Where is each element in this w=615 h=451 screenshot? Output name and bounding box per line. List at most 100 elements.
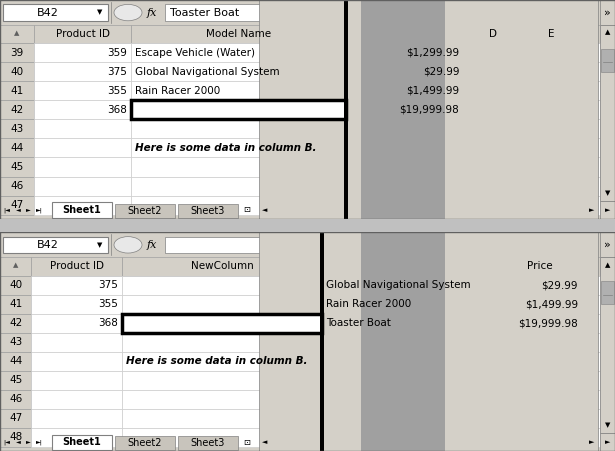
Text: 368: 368 [108,105,127,115]
Bar [0,371,31,390]
Text: 359: 359 [108,48,127,58]
Text: Sheet2: Sheet2 [128,206,162,216]
Bar [497,313,582,333]
Text: 44: 44 [9,356,22,366]
FancyBboxPatch shape [52,435,112,450]
Bar [0,232,615,258]
Bar [463,120,522,138]
Bar [122,390,322,409]
Text: 375: 375 [108,67,127,77]
Bar [581,138,600,157]
Text: $19,999.98: $19,999.98 [400,105,459,115]
Text: |◄: |◄ [3,207,10,212]
Bar [346,62,463,81]
Bar [497,390,582,409]
Bar [322,390,497,409]
Text: B42: B42 [37,8,59,18]
Text: ▲: ▲ [605,29,610,36]
Bar [582,409,600,428]
Text: ◄: ◄ [263,207,268,213]
Text: Sheet1: Sheet1 [63,205,101,215]
Text: ◄: ◄ [16,440,21,445]
Text: Global Navigational System: Global Navigational System [326,280,470,290]
Bar [34,176,132,196]
Bar [497,333,582,352]
Bar [259,14,598,451]
Bar [259,0,598,451]
Text: 41: 41 [9,299,22,309]
Bar [132,43,346,62]
Text: »: » [604,240,611,250]
Bar [582,333,600,352]
Bar [582,258,600,276]
Bar [463,157,522,176]
Text: Global Navigational System: Global Navigational System [135,67,280,77]
Text: ◄: ◄ [263,439,268,445]
Bar [497,371,582,390]
Bar [600,232,615,258]
Bar [132,101,346,120]
Bar [0,25,34,43]
Bar [0,138,34,157]
Bar [581,43,600,62]
Bar [601,281,614,304]
Bar [322,258,497,276]
Bar [0,276,31,295]
Bar [600,433,615,451]
Bar [0,258,31,276]
Bar [582,352,600,371]
Bar [0,352,31,371]
Bar [34,138,132,157]
Text: ►|: ►| [36,207,43,212]
Bar [346,101,463,120]
Text: Here is some data in column B.: Here is some data in column B. [135,143,317,153]
Bar [581,81,600,101]
Bar [582,276,600,295]
Bar [34,196,132,215]
Bar [0,333,31,352]
Bar [463,196,522,215]
Text: Rain Racer 2000: Rain Racer 2000 [135,86,221,96]
Text: B42: B42 [37,240,59,250]
Text: D: D [489,29,497,39]
Bar [31,258,122,276]
Bar [463,81,522,101]
Text: ▼: ▼ [605,423,610,428]
Text: ▲: ▲ [13,262,18,269]
Bar [581,101,600,120]
Text: ⊡: ⊡ [243,437,250,446]
Bar [31,352,122,371]
Bar [31,276,122,295]
FancyBboxPatch shape [52,202,112,218]
Text: ►: ► [589,207,595,213]
Bar [31,313,122,333]
Bar [122,352,322,371]
Text: 48: 48 [9,433,22,442]
Text: Price: Price [526,262,552,272]
Text: »: » [604,8,611,18]
Bar [34,157,132,176]
Text: Price: Price [392,29,418,39]
Text: NewColumn: NewColumn [191,262,253,272]
Bar [0,428,31,447]
Bar [582,313,600,333]
Bar [463,176,522,196]
Bar [122,276,322,295]
Bar [31,371,122,390]
Bar [463,138,522,157]
Bar [132,101,346,120]
Text: ►|: ►| [36,439,43,445]
Text: Rain Racer 2000: Rain Racer 2000 [326,299,411,309]
Bar [522,176,581,196]
Bar [122,295,322,313]
Bar [522,157,581,176]
Bar [600,258,615,433]
Bar [31,295,122,313]
Bar [0,0,615,25]
Bar [582,428,600,447]
Bar [463,101,522,120]
Text: |◄: |◄ [3,439,10,445]
Text: ►: ► [605,439,610,445]
Bar [165,5,597,21]
Bar [322,313,497,333]
